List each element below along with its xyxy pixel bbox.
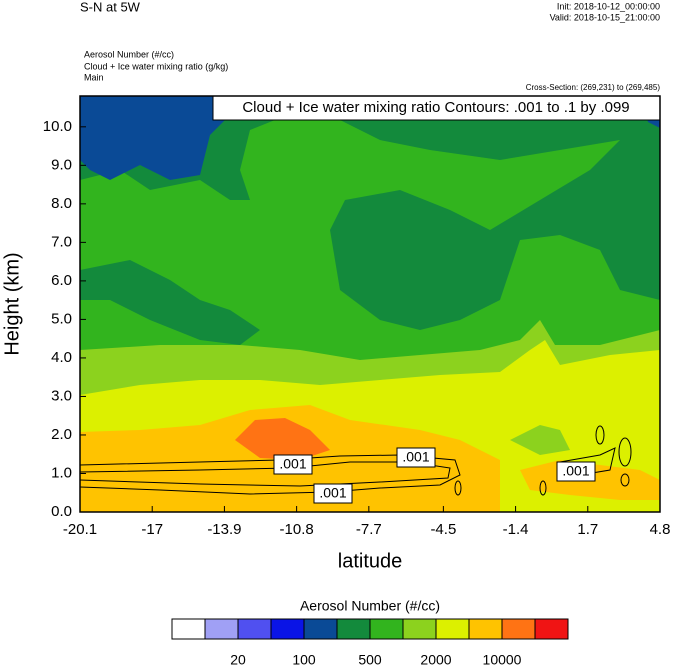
- colorbar-box: [534, 618, 569, 640]
- x-tick-label: -10.8: [280, 521, 314, 538]
- contour-labels: .001 .001 .001 .001: [273, 447, 596, 504]
- contour-label: .001: [319, 485, 346, 501]
- y-tick-label: 4.0: [51, 349, 72, 366]
- colorbar-label: 100: [292, 652, 316, 668]
- colorbar-label: 10000: [483, 652, 522, 668]
- colorbar-box: [369, 618, 404, 640]
- colorbar-box: [501, 618, 536, 640]
- contour-label: .001: [402, 449, 429, 465]
- x-tick-label: 4.8: [650, 521, 671, 538]
- x-tick-label: -4.5: [430, 521, 456, 538]
- region: [80, 96, 660, 330]
- x-tick-label: -17: [141, 521, 163, 538]
- region: [80, 96, 230, 180]
- y-tick-label: 2.0: [51, 426, 72, 443]
- y-tick-label: 0.0: [51, 503, 72, 520]
- colorbar-box: [402, 618, 437, 640]
- cross-section: Cross-Section: (269,231) to (269,485): [526, 83, 661, 92]
- field-label: Aerosol Number (#/cc): [84, 49, 174, 59]
- y-tick-label: 1.0: [51, 464, 72, 481]
- chart-title: S-N at 5W: [80, 0, 141, 14]
- y-tick-label: 8.0: [51, 195, 72, 212]
- y-axis-label: Height (km): [1, 252, 23, 355]
- colorbar-label: 500: [358, 652, 382, 668]
- x-tick-label: -20.1: [63, 521, 97, 538]
- info-box: [212, 95, 661, 121]
- field-label: Cloud + Ice water mixing ratio (g/kg): [84, 61, 228, 71]
- y-tick-label: 9.0: [51, 156, 72, 173]
- y-tick-label: 7.0: [51, 233, 72, 250]
- y-tick-label: 3.0: [51, 387, 72, 404]
- colorbar-box: [336, 618, 371, 640]
- colorbar-box: [237, 618, 272, 640]
- y-tick-label: 6.0: [51, 272, 72, 289]
- plot-frame: [79, 95, 661, 513]
- colorbar-box: [270, 618, 305, 640]
- contour-label: .001: [562, 463, 589, 479]
- init-time: Init: 2018-10-12_00:00:00: [557, 1, 660, 11]
- colorbar-box: [171, 618, 206, 640]
- x-tick-label: -7.7: [356, 521, 382, 538]
- x-tick-label: 1.7: [577, 521, 598, 538]
- y-tick-label: 5.0: [51, 310, 72, 327]
- colorbar-label: 2000: [420, 652, 451, 668]
- x-tick-label: -13.9: [207, 521, 241, 538]
- x-tick-label: -1.4: [503, 521, 529, 538]
- region: [510, 425, 570, 455]
- colorbar-box: [303, 618, 338, 640]
- field-label: Main: [84, 72, 104, 82]
- region: [80, 260, 260, 345]
- colorbar-box: [435, 618, 470, 640]
- y-tick-label: 10.0: [43, 118, 72, 135]
- colorbar-label: 20: [230, 652, 246, 668]
- filled-contours: [80, 96, 660, 512]
- region: [235, 418, 330, 460]
- contour-label: .001: [279, 456, 306, 472]
- x-axis-label: latitude: [338, 550, 403, 572]
- colorbar-box: [468, 618, 503, 640]
- valid-time: Valid: 2018-10-15_21:00:00: [550, 12, 660, 22]
- colorbar-box: [204, 618, 239, 640]
- contour-info: Cloud + Ice water mixing ratio Contours:…: [242, 99, 629, 116]
- colorbar-title: Aerosol Number (#/cc): [300, 598, 440, 614]
